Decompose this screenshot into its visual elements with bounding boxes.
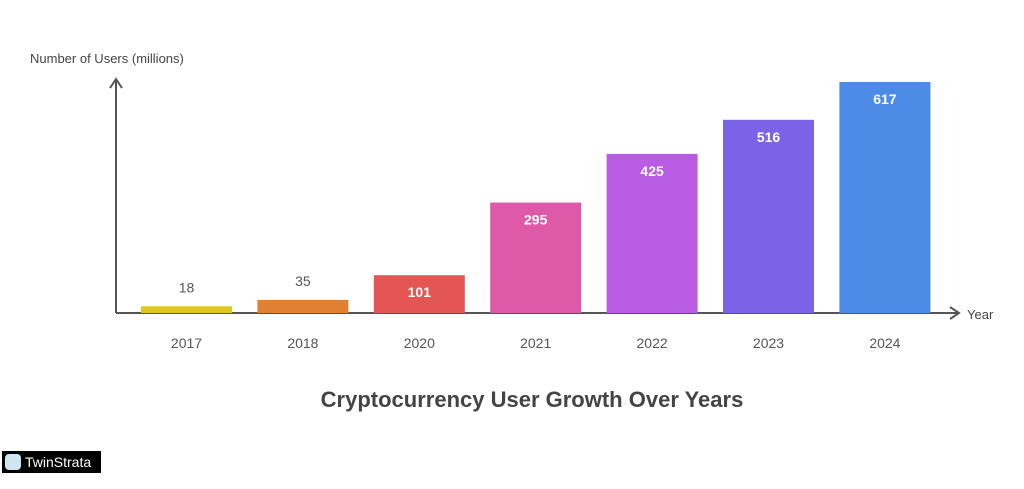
- bar-2017: [141, 306, 232, 313]
- data-label: 295: [524, 212, 548, 228]
- x-tick-label: 2020: [404, 335, 435, 351]
- y-axis-arrow-icon: [109, 77, 123, 89]
- bar-2023: [723, 119, 814, 313]
- network-icon: [5, 454, 21, 470]
- data-label: 35: [295, 273, 311, 289]
- data-label: 101: [408, 284, 432, 300]
- bar-2020: [373, 275, 465, 313]
- x-tick-label: 2022: [637, 335, 668, 351]
- bar-2024: [839, 82, 931, 313]
- bar-2021: [490, 202, 582, 313]
- x-tick-label: 2017: [171, 335, 202, 351]
- x-axis-label: Year: [967, 307, 994, 322]
- y-axis-label: Number of Users (millions): [30, 51, 184, 66]
- x-tick-label: 2024: [869, 335, 900, 351]
- data-label: 617: [873, 91, 897, 107]
- twinstrata-logo: TwinStrata: [2, 451, 101, 473]
- logo-text: TwinStrata: [25, 454, 92, 470]
- bar-2022: [606, 153, 698, 313]
- chart-title: Cryptocurrency User Growth Over Years: [320, 387, 744, 412]
- x-tick-label: 2021: [520, 335, 551, 351]
- x-axis-arrow-icon: [949, 306, 961, 320]
- x-tick-label: 2023: [753, 335, 784, 351]
- data-label: 516: [757, 129, 781, 145]
- data-label: 18: [179, 279, 195, 295]
- bar-2018: [257, 299, 349, 313]
- data-label: 425: [640, 163, 664, 179]
- x-tick-label: 2018: [287, 335, 318, 351]
